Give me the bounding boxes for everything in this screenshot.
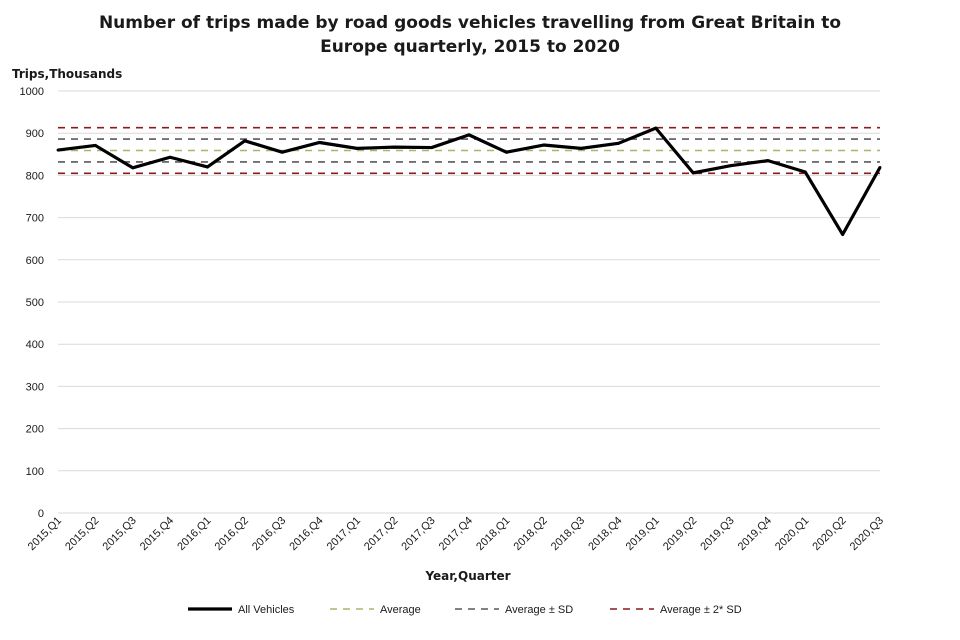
y-tick-label: 0 [38,508,44,520]
x-tick-label: 2017,Q3 [399,515,437,553]
x-tick-label: 2015,Q3 [101,515,139,553]
y-tick-label: 700 [26,213,44,225]
x-tick-label: 2015,Q2 [63,515,101,553]
data-point [168,155,172,159]
x-tick-label: 2019,Q3 [698,515,736,553]
x-tick-label: 2018,Q1 [474,515,512,553]
data-point [729,164,732,168]
y-tick-label: 1000 [20,86,44,98]
y-tick-label: 400 [26,339,44,351]
x-tick-label: 2017,Q4 [437,515,475,553]
x-tick-label: 2020,Q2 [810,515,848,553]
legend-label: Average ± 2* SD [660,604,742,616]
x-tick-label: 2018,Q4 [586,515,624,553]
legend-label: Average ± SD [505,604,573,616]
y-tick-label: 300 [26,381,44,393]
data-point [654,126,658,130]
data-point [542,143,546,147]
y-tick-label: 900 [26,128,44,140]
chart-title-line1: Number of trips made by road goods vehic… [99,13,841,33]
series-line [57,126,882,237]
data-point [803,170,807,174]
series [56,126,882,237]
reference-lines [58,126,880,175]
y-axis-title: Trips,Thousands [12,67,122,81]
data-point [841,233,845,236]
x-tick-label: 2015,Q1 [26,515,64,553]
x-tick-labels: 2015,Q1 2015,Q2 2015,Q3 2015,Q4 2016,Q1 2016,… [26,515,886,553]
x-tick-label: 2017,Q1 [325,515,363,553]
x-tick-label: 2017,Q2 [362,515,400,553]
y-tick-label: 200 [26,424,44,436]
data-point [766,159,770,163]
data-point [392,145,396,149]
data-point [206,165,209,169]
x-tick-label: 2016,Q1 [175,515,213,553]
y-tick-label: 600 [26,255,44,267]
x-tick-label: 2020,Q3 [848,515,886,553]
data-point [504,150,508,154]
y-tick-label: 500 [26,297,44,309]
data-point [617,141,620,145]
x-tick-label: 2019,Q4 [736,515,774,553]
x-tick-label: 2016,Q4 [287,515,325,553]
x-tick-label: 2016,Q2 [213,515,251,553]
data-point [243,139,247,143]
x-tick-label: 2020,Q1 [773,515,811,553]
data-point [878,165,882,169]
legend: All Vehicles Average Average ± SD Average ±… [188,604,742,616]
x-tick-label: 2015,Q4 [138,515,176,553]
chart-title-line2: Europe quarterly, 2015 to 2020 [320,37,620,57]
data-point [579,146,583,150]
data-point [318,141,321,144]
data-point [56,148,60,152]
x-tick-label: 2019,Q2 [661,515,699,553]
x-tick-label: 2019,Q1 [624,515,662,553]
y-tick-label: 100 [26,466,44,478]
legend-label: Average [380,604,421,616]
data-point [131,166,135,170]
data-point [355,146,359,150]
legend-label: All Vehicles [238,604,295,616]
data-point [691,171,695,175]
x-tick-label: 2016,Q3 [250,515,288,553]
data-point [280,150,284,154]
x-axis-title: Year,Quarter [424,569,510,583]
x-tick-label: 2018,Q2 [512,515,550,553]
gridlines [58,90,880,514]
x-tick-label: 2018,Q3 [549,515,587,553]
y-tick-labels: 0 100 200 300 400 500 600 700 800 900 1000 [20,86,44,520]
data-point [430,146,434,149]
data-point [467,133,471,137]
data-point [93,144,97,147]
y-tick-label: 800 [26,170,44,182]
